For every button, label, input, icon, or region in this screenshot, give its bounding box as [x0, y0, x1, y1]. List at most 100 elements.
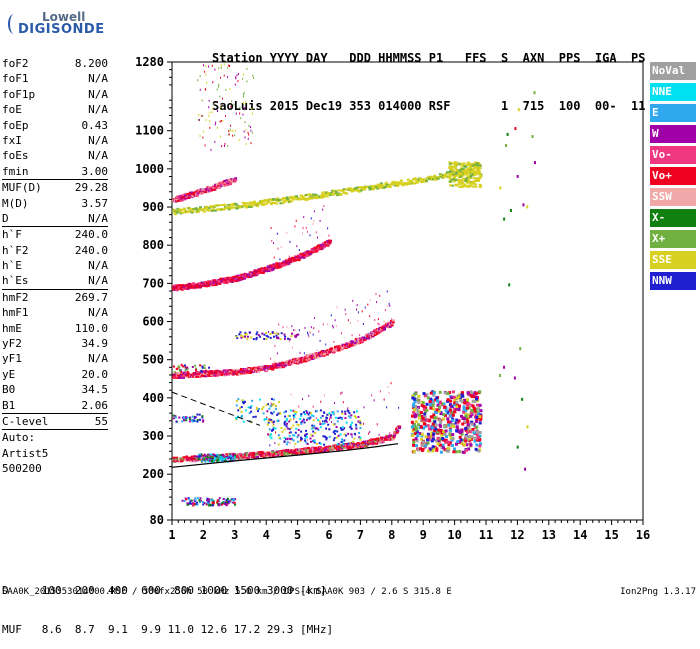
- echo-dot: [320, 400, 322, 403]
- echo-dot: [274, 441, 276, 444]
- echo-dot: [460, 442, 464, 446]
- echo-dot: [369, 431, 371, 434]
- echo-dot: [444, 429, 448, 433]
- echo-dot: [285, 418, 288, 421]
- echo-dot: [289, 441, 291, 444]
- echo-dot: [215, 374, 219, 377]
- echo-dot: [340, 441, 343, 444]
- echo-dot: [270, 420, 273, 423]
- echo-dot: [240, 368, 244, 371]
- echo-dot: [311, 414, 314, 417]
- echo-dot: [352, 440, 355, 443]
- echo-dot: [245, 409, 248, 412]
- echo-dot: [208, 366, 211, 369]
- echo-dot: [218, 503, 221, 506]
- echo-dot: [350, 442, 353, 445]
- echo-dot: [185, 419, 188, 422]
- echo-dot: [319, 421, 321, 424]
- echo-dot: [454, 162, 458, 165]
- echo-dot: [296, 198, 300, 201]
- echo-dot: [478, 164, 482, 167]
- echo-dot: [421, 440, 425, 444]
- echo-dot: [449, 420, 453, 424]
- echo-dot: [313, 197, 317, 200]
- echo-dot: [248, 124, 250, 127]
- param-value: N/A: [88, 306, 108, 320]
- echo-dot: [310, 217, 312, 220]
- echo-dot: [478, 403, 482, 407]
- echo-dot: [431, 449, 435, 453]
- echo-dot: [186, 503, 189, 506]
- echo-dot: [261, 368, 265, 371]
- echo-dot: [255, 333, 258, 336]
- echo-dot: [306, 411, 309, 414]
- echo-dot: [288, 437, 291, 440]
- echo-dot: [223, 144, 225, 147]
- echo-dot: [317, 418, 320, 421]
- echo-dot: [356, 308, 358, 311]
- echo-dot: [394, 181, 398, 184]
- distance-muf-table: D 100 200 400 600 800 1000 1500 3000 [km…: [2, 558, 333, 649]
- echo-dot: [275, 199, 279, 202]
- echo-dot: [234, 503, 237, 506]
- echo-dot: [284, 415, 287, 418]
- echo-dot: [270, 265, 274, 268]
- echo-dot: [270, 433, 273, 436]
- x-tick-label: 5: [294, 528, 301, 542]
- echo-dot: [384, 438, 388, 441]
- echo-dot: [243, 203, 247, 206]
- echo-dot: [228, 456, 231, 459]
- echo-dot: [455, 171, 459, 174]
- echo-dot: [291, 436, 293, 439]
- echo-dot: [212, 372, 216, 375]
- echo-dot: [242, 95, 244, 98]
- echo-dot: [344, 427, 346, 430]
- echo-dot: [252, 370, 256, 373]
- y-tick-label: 700: [142, 276, 164, 290]
- echo-dot: [310, 197, 314, 200]
- echo-dot: [352, 299, 354, 302]
- echo-dot: [425, 408, 429, 412]
- echo-dot: [180, 371, 183, 374]
- echo-dot: [195, 375, 199, 378]
- echo-dot: [283, 453, 287, 456]
- echo-dot: [307, 355, 311, 358]
- param-separator: [2, 429, 108, 431]
- x-tick-label: 10: [447, 528, 461, 542]
- echo-dot: [218, 83, 220, 86]
- polarization-legend: NoVal NNE E W Vo- Vo+ SSW X- X+ SSE NNW: [650, 62, 696, 293]
- echo-dot: [357, 341, 361, 344]
- echo-dot: [287, 262, 291, 265]
- echo-dot: [229, 64, 231, 67]
- echo-dot: [358, 442, 362, 445]
- echo-dot: [471, 168, 475, 171]
- param-key: hmF1: [2, 306, 29, 320]
- echo-dot: [234, 203, 238, 206]
- echo-dot: [333, 340, 335, 343]
- echo-dot: [464, 173, 468, 176]
- echo-dot: [290, 393, 292, 396]
- echo-dot: [474, 447, 478, 451]
- echo-dot: [361, 446, 365, 449]
- echo-dot: [286, 258, 290, 261]
- echo-dot: [471, 404, 475, 408]
- echo-dot: [384, 183, 388, 186]
- echo-dot: [211, 501, 214, 504]
- echo-dot: [265, 452, 269, 455]
- echo-dot: [336, 430, 339, 433]
- echo-dot: [414, 178, 418, 181]
- echo-dot: [269, 198, 273, 201]
- echo-dot: [270, 201, 274, 204]
- echo-dot: [265, 403, 268, 406]
- echo-dot: [208, 99, 210, 102]
- echo-dot: [414, 397, 418, 401]
- echo-dot: [479, 442, 483, 446]
- echo-dot: [413, 400, 417, 404]
- echo-dot: [172, 208, 176, 211]
- echo-dot: [291, 346, 293, 349]
- echo-dot: [475, 443, 479, 447]
- echo-dot: [330, 189, 334, 192]
- echo-dot: [457, 180, 461, 183]
- echo-dot: [313, 441, 316, 444]
- echo-dot: [184, 364, 187, 367]
